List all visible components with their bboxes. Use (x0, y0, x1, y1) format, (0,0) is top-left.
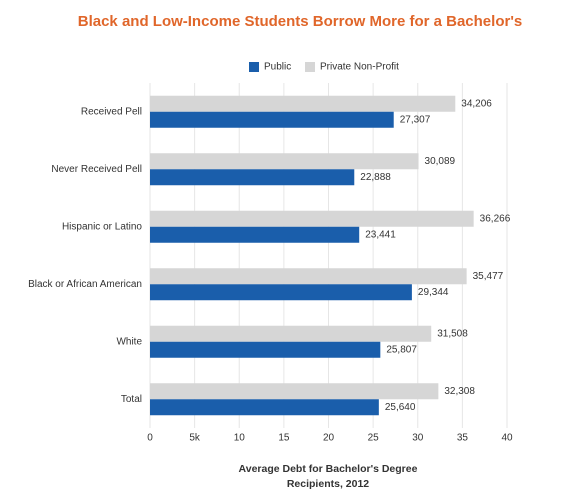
bar (150, 153, 419, 170)
bar (150, 226, 360, 243)
value-label: 22,888 (360, 172, 391, 183)
x-tick-label: 5k (189, 433, 201, 444)
x-tick-label: 30 (412, 433, 424, 444)
x-tick-label: 15 (278, 433, 290, 444)
value-label: 30,089 (425, 156, 456, 167)
x-axis-title: Average Debt for Bachelor's Degree (239, 463, 418, 475)
x-tick-label: 0 (147, 433, 153, 444)
legend-swatch (305, 62, 315, 72)
x-tick-label: 20 (323, 433, 335, 444)
value-label: 32,308 (444, 386, 475, 397)
x-tick-label: 25 (368, 433, 380, 444)
y-tick-label: White (116, 336, 142, 347)
y-tick-label: Received Pell (81, 106, 142, 117)
x-axis-title: Recipients, 2012 (287, 478, 369, 490)
bar (150, 169, 355, 186)
x-tick-label: 40 (501, 433, 513, 444)
value-label: 27,307 (400, 114, 431, 125)
bar (150, 268, 467, 285)
y-tick-label: Black or African American (28, 279, 142, 290)
bar (150, 399, 379, 416)
bar (150, 325, 432, 342)
legend-label: Private Non-Profit (320, 62, 399, 73)
legend-label: Public (264, 62, 291, 73)
bar (150, 341, 381, 358)
value-label: 25,640 (385, 402, 416, 413)
bar (150, 95, 456, 112)
bar (150, 111, 394, 128)
value-label: 29,344 (418, 287, 449, 298)
bar (150, 383, 439, 400)
y-tick-label: Hispanic or Latino (62, 221, 142, 232)
value-label: 35,477 (473, 271, 504, 282)
x-tick-label: 10 (234, 433, 246, 444)
value-label: 34,206 (461, 98, 492, 109)
chart-title: Black and Low-Income Students Borrow Mor… (78, 13, 522, 30)
value-label: 36,266 (480, 213, 511, 224)
x-tick-label: 35 (457, 433, 469, 444)
legend-swatch (249, 62, 259, 72)
y-tick-label: Never Received Pell (51, 164, 142, 175)
value-label: 23,441 (365, 229, 396, 240)
bar (150, 284, 412, 301)
bar (150, 210, 474, 227)
value-label: 31,508 (437, 328, 468, 339)
y-tick-label: Total (121, 394, 142, 405)
value-label: 25,807 (386, 344, 417, 355)
